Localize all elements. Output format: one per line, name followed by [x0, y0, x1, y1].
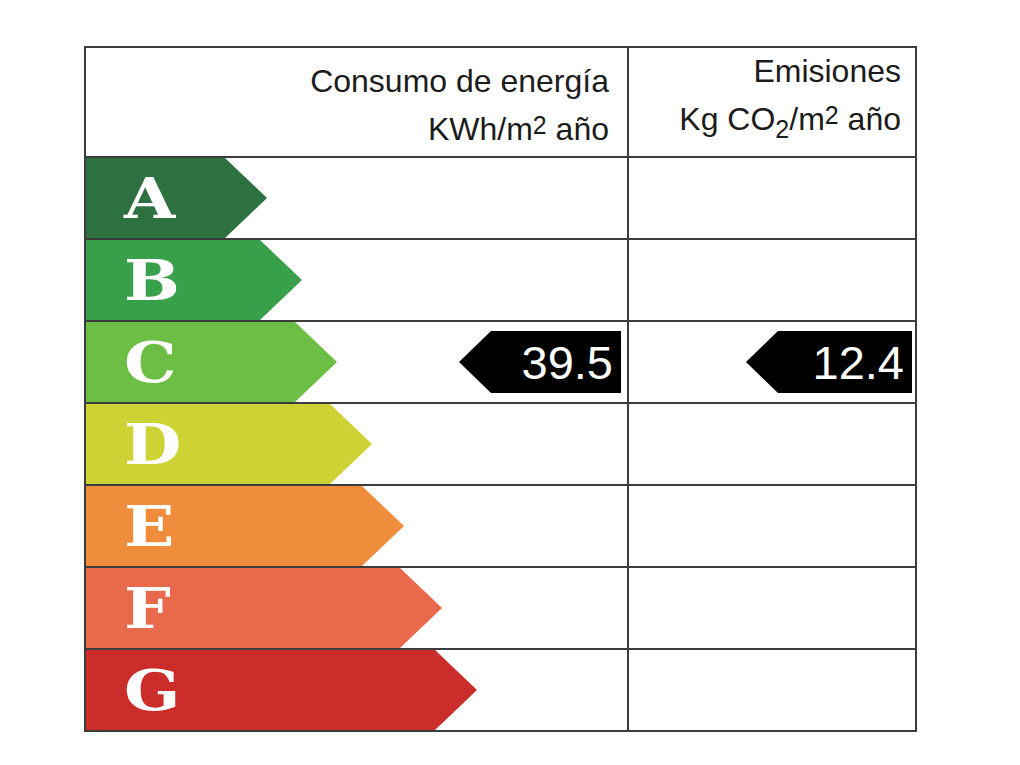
rating-row-g: G: [86, 650, 915, 730]
emissions-unit-pre: Kg CO: [679, 101, 775, 137]
consumption-unit-pre: KWh/m: [428, 111, 533, 147]
emissions-unit-post: año: [839, 101, 901, 137]
consumption-value-arrow: 39.5: [459, 331, 621, 393]
consumption-title: Consumo de energía: [310, 59, 609, 103]
rating-row-a: A: [86, 158, 915, 240]
rating-row-b: B: [86, 240, 915, 322]
rating-row-e: E: [86, 486, 915, 568]
emissions-header: Emisiones Kg CO2/m2 año: [627, 48, 915, 156]
consumption-unit-post: año: [547, 111, 609, 147]
emissions-value-arrow: 12.4: [746, 331, 912, 393]
rating-arrow-f: F: [86, 568, 442, 648]
rating-arrow-a: A: [86, 158, 267, 238]
rating-table: Consumo de energía KWh/m2 año Emisiones …: [84, 46, 917, 732]
table-header: Consumo de energía KWh/m2 año Emisiones …: [86, 48, 915, 158]
rating-row-c: C 39.5 12.4: [86, 322, 915, 404]
emissions-title: Emisiones: [753, 49, 901, 93]
rating-letter-f: F: [124, 580, 171, 636]
emissions-value: 12.4: [813, 335, 904, 390]
consumption-value: 39.5: [522, 335, 613, 390]
rating-letter-d: D: [124, 416, 181, 472]
rating-letter-c: C: [124, 334, 177, 390]
rating-letter-a: A: [124, 170, 175, 226]
consumption-unit: KWh/m2 año: [428, 103, 609, 151]
consumption-header: Consumo de energía KWh/m2 año: [86, 48, 627, 156]
rating-letter-e: E: [124, 498, 174, 554]
rating-arrow-d: D: [86, 404, 372, 484]
rating-arrow-c: C: [86, 322, 337, 402]
consumption-unit-sup: 2: [533, 111, 547, 139]
rating-letter-b: B: [124, 252, 180, 308]
emissions-unit-sup: 2: [825, 101, 839, 129]
rating-arrow-e: E: [86, 486, 404, 566]
rating-arrow-g: G: [86, 650, 477, 730]
emissions-unit-mid: /m: [789, 101, 825, 137]
column-divider: [627, 48, 629, 730]
energy-certificate-label: Consumo de energía KWh/m2 año Emisiones …: [0, 0, 1020, 765]
rating-row-d: D: [86, 404, 915, 486]
emissions-unit: Kg CO2/m2 año: [679, 93, 901, 151]
rating-row-f: F: [86, 568, 915, 650]
rating-letter-g: G: [124, 662, 180, 718]
emissions-unit-sub: 2: [775, 115, 789, 143]
rating-arrow-b: B: [86, 240, 302, 320]
